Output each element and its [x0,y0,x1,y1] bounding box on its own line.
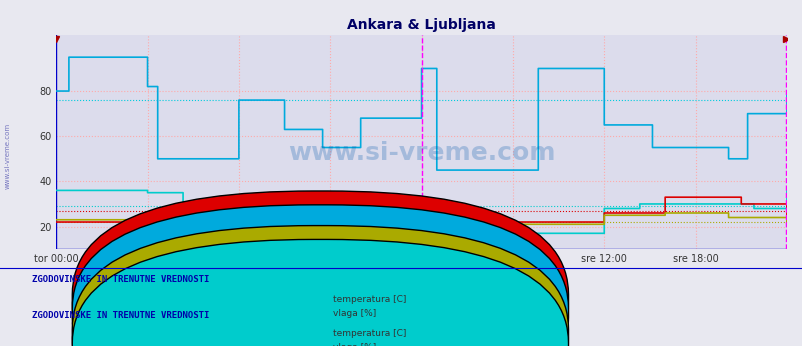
Title: Ankara & Ljubljana: Ankara & Ljubljana [346,18,496,32]
Text: vlaga [%]: vlaga [%] [333,343,376,346]
Text: www.si-vreme.com: www.si-vreme.com [5,122,11,189]
Text: vlaga [%]: vlaga [%] [333,309,376,318]
Text: ZGODOVINSKE IN TRENUTNE VREDNOSTI: ZGODOVINSKE IN TRENUTNE VREDNOSTI [32,275,209,284]
Text: www.si-vreme.com: www.si-vreme.com [287,140,555,165]
Text: ZGODOVINSKE IN TRENUTNE VREDNOSTI: ZGODOVINSKE IN TRENUTNE VREDNOSTI [32,311,209,320]
Text: temperatura [C]: temperatura [C] [333,329,406,338]
Text: temperatura [C]: temperatura [C] [333,295,406,304]
